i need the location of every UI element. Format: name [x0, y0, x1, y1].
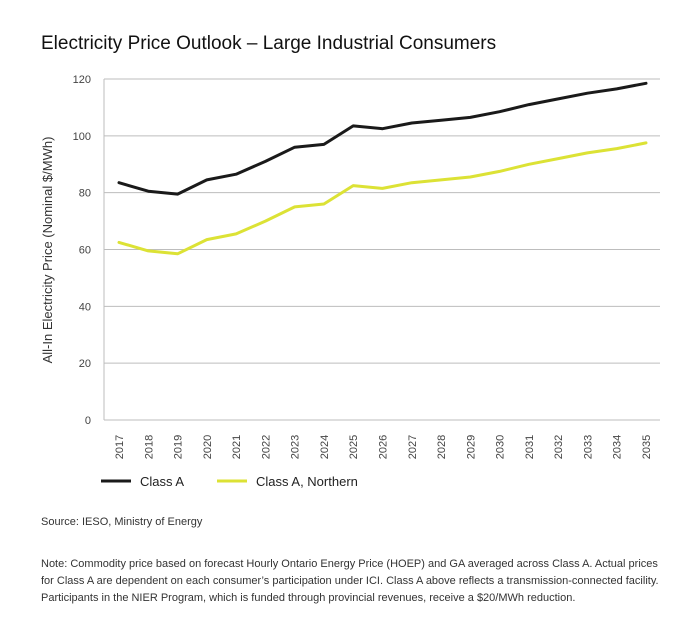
gridlines: [103, 78, 660, 421]
x-tick-label: 2020: [202, 435, 214, 459]
x-axis-ticks: 2017 2018 2019 2020 2021 2022 2023 2024 2025 2026…: [114, 435, 653, 459]
line-chart: 0 20 40 60 80 100 120 2017 2018 2019 2020 2021 2022…: [40, 74, 660, 489]
x-tick-label: 2027: [407, 435, 419, 459]
series-line-1: [117, 141, 648, 256]
chart-title: Electricity Price Outlook – Large Indust…: [41, 33, 497, 54]
x-tick-label: 2033: [582, 435, 594, 459]
series-lines: [117, 81, 648, 256]
y-tick-label: 100: [73, 131, 91, 143]
y-tick-label: 40: [79, 301, 91, 313]
footnote: Note: Commodity price based on forecast …: [41, 558, 659, 604]
y-tick-label: 0: [85, 415, 91, 427]
y-axis-label: All-In Electricity Price (Nominal $/MWh): [40, 137, 55, 364]
x-tick-label: 2018: [143, 435, 155, 459]
y-tick-label: 120: [73, 74, 91, 86]
legend-label-0: Class A: [140, 474, 184, 489]
y-axis-ticks: 0 20 40 60 80 100 120: [73, 74, 91, 427]
series-line-0: [117, 81, 648, 196]
x-tick-label: 2034: [612, 435, 624, 459]
source-note: Source: IESO, Ministry of Energy: [41, 516, 203, 528]
x-tick-label: 2029: [465, 435, 477, 459]
x-tick-label: 2025: [348, 435, 360, 459]
y-tick-label: 80: [79, 188, 91, 200]
x-tick-label: 2023: [290, 435, 302, 459]
x-tick-label: 2030: [495, 435, 507, 459]
y-tick-label: 20: [79, 358, 91, 370]
x-tick-label: 2031: [524, 435, 536, 459]
x-tick-label: 2022: [260, 435, 272, 459]
x-tick-label: 2017: [114, 435, 126, 459]
x-tick-label: 2032: [553, 435, 565, 459]
x-tick-label: 2028: [436, 435, 448, 459]
x-tick-label: 2021: [231, 435, 243, 459]
legend: Class A Class A, Northern: [101, 474, 358, 489]
x-tick-label: 2024: [319, 435, 331, 459]
y-tick-label: 60: [79, 245, 91, 257]
x-tick-label: 2026: [378, 435, 390, 459]
x-tick-label: 2035: [641, 435, 653, 459]
x-tick-label: 2019: [173, 435, 185, 459]
legend-label-1: Class A, Northern: [256, 474, 358, 489]
